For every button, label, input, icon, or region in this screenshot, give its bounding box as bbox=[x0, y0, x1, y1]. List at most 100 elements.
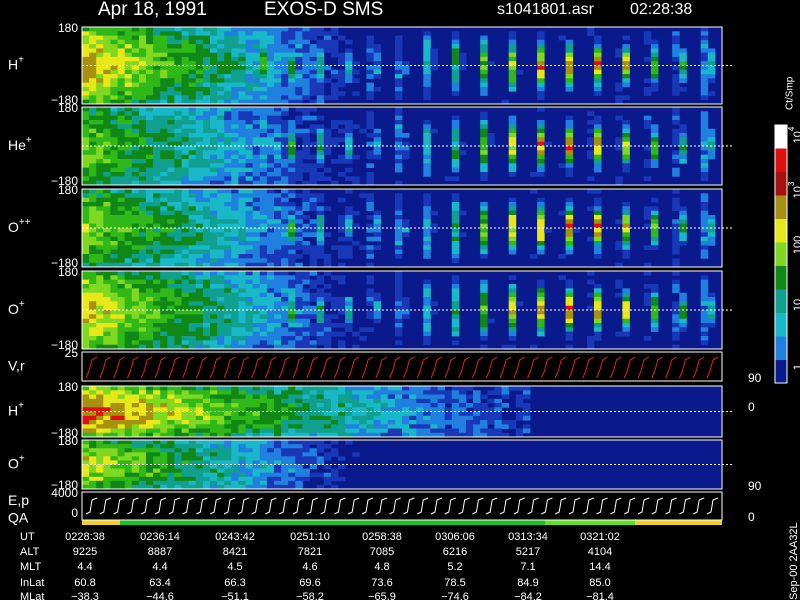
colorbar-label-base: 10 bbox=[792, 131, 800, 143]
spectro-cell bbox=[274, 48, 282, 54]
spectro-cell bbox=[416, 394, 424, 400]
spectro-cell bbox=[245, 202, 254, 207]
spectro-cell bbox=[153, 262, 161, 268]
spectro-cell bbox=[643, 215, 652, 220]
spectro-cell bbox=[202, 56, 211, 62]
spectro-cell bbox=[82, 99, 90, 105]
spectro-cell bbox=[110, 420, 118, 425]
spectro-cell bbox=[153, 480, 161, 486]
spectro-cell bbox=[537, 35, 545, 41]
spectro-cell bbox=[480, 150, 488, 155]
spectro-cell bbox=[672, 206, 680, 211]
spectro-cell bbox=[167, 403, 175, 408]
spectro-cell bbox=[537, 82, 545, 88]
spectro-cell bbox=[345, 236, 353, 242]
y-tick-label: 180 bbox=[58, 101, 78, 115]
spectro-cell bbox=[245, 310, 254, 315]
spectro-cell bbox=[594, 120, 602, 125]
spectro-cell bbox=[309, 52, 318, 58]
spectro-cell bbox=[480, 428, 488, 434]
spectro-cell bbox=[238, 223, 246, 229]
spectro-cell bbox=[153, 288, 161, 293]
spectro-cell bbox=[131, 297, 140, 302]
spectro-cell bbox=[195, 275, 204, 280]
spectro-cell bbox=[423, 249, 431, 255]
spectro-cell bbox=[174, 180, 182, 186]
spectro-cell bbox=[295, 56, 303, 62]
spectro-cell bbox=[330, 86, 339, 92]
spectro-cell bbox=[430, 386, 438, 391]
spectro-cell bbox=[103, 56, 111, 62]
spectro-cell bbox=[217, 314, 225, 319]
spectro-cell bbox=[103, 464, 111, 469]
spectro-cell bbox=[394, 78, 403, 83]
spectro-cell bbox=[494, 428, 502, 434]
spectro-cell bbox=[302, 180, 310, 186]
spectro-cell bbox=[266, 344, 275, 350]
spectro-cell bbox=[537, 323, 545, 328]
spectro-cell bbox=[202, 476, 211, 482]
spectro-cell bbox=[316, 472, 325, 478]
spectro-cell bbox=[423, 279, 431, 285]
spectro-cell bbox=[259, 52, 268, 58]
spectro-cell bbox=[700, 35, 709, 41]
spectro-cell bbox=[195, 344, 204, 350]
spectro-cell bbox=[153, 215, 161, 220]
spectro-cell bbox=[281, 292, 289, 298]
spectro-cell bbox=[252, 403, 261, 408]
spectro-cell bbox=[96, 386, 104, 391]
spectro-cell bbox=[146, 390, 154, 395]
spectro-cell bbox=[160, 394, 168, 400]
spectro-cell bbox=[245, 189, 254, 194]
spectro-cell bbox=[103, 432, 111, 438]
spectro-cell bbox=[537, 314, 545, 319]
spectro-cell bbox=[394, 206, 403, 211]
spectro-cell bbox=[302, 386, 310, 391]
spectro-cell bbox=[210, 176, 218, 181]
spectro-cell bbox=[160, 202, 168, 207]
spectro-cell bbox=[181, 249, 190, 255]
spectro-cell bbox=[288, 340, 296, 345]
spectro-cell bbox=[679, 236, 687, 242]
spectro-cell bbox=[615, 141, 623, 147]
spectro-cell bbox=[423, 193, 431, 198]
spectro-cell bbox=[622, 78, 630, 83]
spectro-cell bbox=[252, 56, 261, 62]
spectro-cell bbox=[480, 336, 488, 341]
spectro-cell bbox=[238, 154, 246, 160]
spectro-cell bbox=[345, 56, 353, 62]
spectro-cell bbox=[508, 288, 517, 293]
spectro-cell bbox=[394, 65, 403, 71]
spectro-cell bbox=[160, 61, 168, 66]
row-label: MLat bbox=[20, 591, 44, 600]
spectro-cell bbox=[323, 331, 332, 337]
spectro-cell bbox=[565, 202, 574, 207]
spectro-cell bbox=[153, 56, 161, 62]
spectro-cell bbox=[266, 202, 275, 207]
spectro-cell bbox=[266, 48, 275, 54]
spectro-cell bbox=[508, 124, 517, 129]
spectro-cell bbox=[124, 150, 133, 155]
spectro-cell bbox=[345, 210, 353, 216]
spectro-cell bbox=[309, 154, 318, 160]
spectro-cell bbox=[224, 452, 232, 457]
spectro-cell bbox=[131, 35, 140, 41]
spectro-cell bbox=[202, 154, 211, 160]
spectro-cell bbox=[138, 305, 147, 311]
spectro-cell bbox=[259, 74, 268, 79]
spectro-cell bbox=[274, 403, 282, 408]
spectro-cell bbox=[96, 39, 104, 45]
spectro-cell bbox=[238, 206, 246, 211]
spectro-cell bbox=[174, 86, 182, 92]
spectro-cell bbox=[117, 440, 126, 445]
spectro-cell bbox=[352, 428, 360, 434]
spectro-cell bbox=[259, 448, 268, 453]
spectro-cell bbox=[217, 305, 225, 311]
spectro-cell bbox=[252, 456, 261, 461]
spectro-cell bbox=[231, 219, 239, 224]
spectro-cell bbox=[508, 35, 517, 41]
spectro-cell bbox=[89, 275, 97, 280]
spectro-cell bbox=[96, 141, 104, 147]
spectro-cell bbox=[259, 172, 268, 177]
spectro-cell bbox=[217, 61, 225, 66]
